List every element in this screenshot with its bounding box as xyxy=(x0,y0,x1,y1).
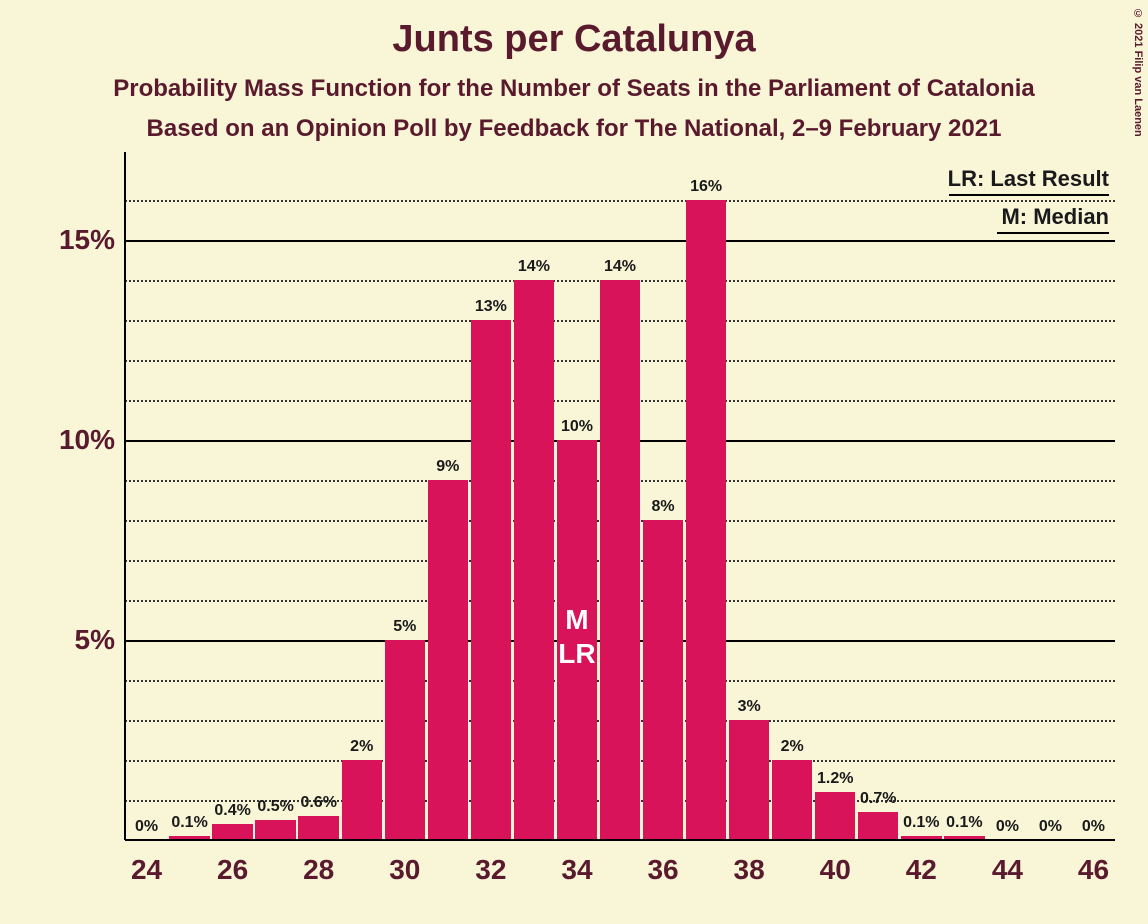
x-axis-label: 44 xyxy=(992,854,1023,886)
bar-value-label: 13% xyxy=(475,298,507,316)
x-axis-label: 28 xyxy=(303,854,334,886)
bar xyxy=(686,200,726,840)
gridline-major xyxy=(125,240,1115,242)
median-marker: M xyxy=(565,604,588,636)
bar-value-label: 0.1% xyxy=(946,814,982,832)
bar xyxy=(772,760,812,840)
legend-underline xyxy=(949,194,1109,196)
chart-title: Junts per Catalunya xyxy=(0,0,1148,61)
x-axis-label: 24 xyxy=(131,854,162,886)
bar-value-label: 2% xyxy=(350,738,373,756)
bar-value-label: 0.4% xyxy=(214,802,250,820)
x-axis-label: 32 xyxy=(475,854,506,886)
bar-value-label: 0.6% xyxy=(300,794,336,812)
bar-value-label: 2% xyxy=(781,738,804,756)
legend-underline xyxy=(997,232,1109,234)
bar xyxy=(342,760,382,840)
x-axis-label: 40 xyxy=(820,854,851,886)
y-axis-line xyxy=(124,152,126,840)
bar-value-label: 9% xyxy=(436,458,459,476)
y-axis-label: 15% xyxy=(59,224,115,256)
y-axis-label: 5% xyxy=(75,624,115,656)
bar xyxy=(471,320,511,840)
y-axis-label: 10% xyxy=(59,424,115,456)
bar xyxy=(298,816,338,840)
x-axis-label: 36 xyxy=(647,854,678,886)
bar-value-label: 5% xyxy=(393,618,416,636)
copyright-text: © 2021 Filip van Laenen xyxy=(1132,8,1144,137)
bar xyxy=(729,720,769,840)
legend-last-result: LR: Last Result xyxy=(948,166,1109,192)
bar xyxy=(255,820,295,840)
bar-value-label: 16% xyxy=(690,178,722,196)
bar xyxy=(385,640,425,840)
bar-value-label: 0.7% xyxy=(860,790,896,808)
bar-value-label: 8% xyxy=(651,498,674,516)
bar xyxy=(428,480,468,840)
chart-subtitle-2: Based on an Opinion Poll by Feedback for… xyxy=(0,103,1148,143)
chart-subtitle-1: Probability Mass Function for the Number… xyxy=(0,61,1148,103)
bar-value-label: 0% xyxy=(996,818,1019,836)
bar-value-label: 0% xyxy=(1039,818,1062,836)
bar-value-label: 0.1% xyxy=(903,814,939,832)
bar-value-label: 10% xyxy=(561,418,593,436)
bar-value-label: 1.2% xyxy=(817,770,853,788)
gridline-minor xyxy=(125,200,1115,202)
bar-value-label: 0.5% xyxy=(257,798,293,816)
bar xyxy=(212,824,252,840)
bar-value-label: 14% xyxy=(518,258,550,276)
bar xyxy=(815,792,855,840)
bar xyxy=(858,812,898,840)
x-axis-label: 42 xyxy=(906,854,937,886)
x-axis-label: 46 xyxy=(1078,854,1109,886)
x-axis-label: 34 xyxy=(561,854,592,886)
bar-value-label: 0.1% xyxy=(171,814,207,832)
last-result-marker: LR xyxy=(558,638,595,670)
chart-plot-area: 5%10%15%0%0.1%0.4%0.5%0.6%2%5%9%13%14%10… xyxy=(125,160,1115,840)
bar xyxy=(600,280,640,840)
x-axis-line xyxy=(125,839,1115,841)
x-axis-label: 26 xyxy=(217,854,248,886)
bar-value-label: 0% xyxy=(1082,818,1105,836)
legend-median: M: Median xyxy=(1001,204,1109,230)
bar-value-label: 0% xyxy=(135,818,158,836)
x-axis-label: 38 xyxy=(734,854,765,886)
bar-value-label: 14% xyxy=(604,258,636,276)
bar-value-label: 3% xyxy=(738,698,761,716)
bar xyxy=(514,280,554,840)
x-axis-label: 30 xyxy=(389,854,420,886)
bar xyxy=(643,520,683,840)
